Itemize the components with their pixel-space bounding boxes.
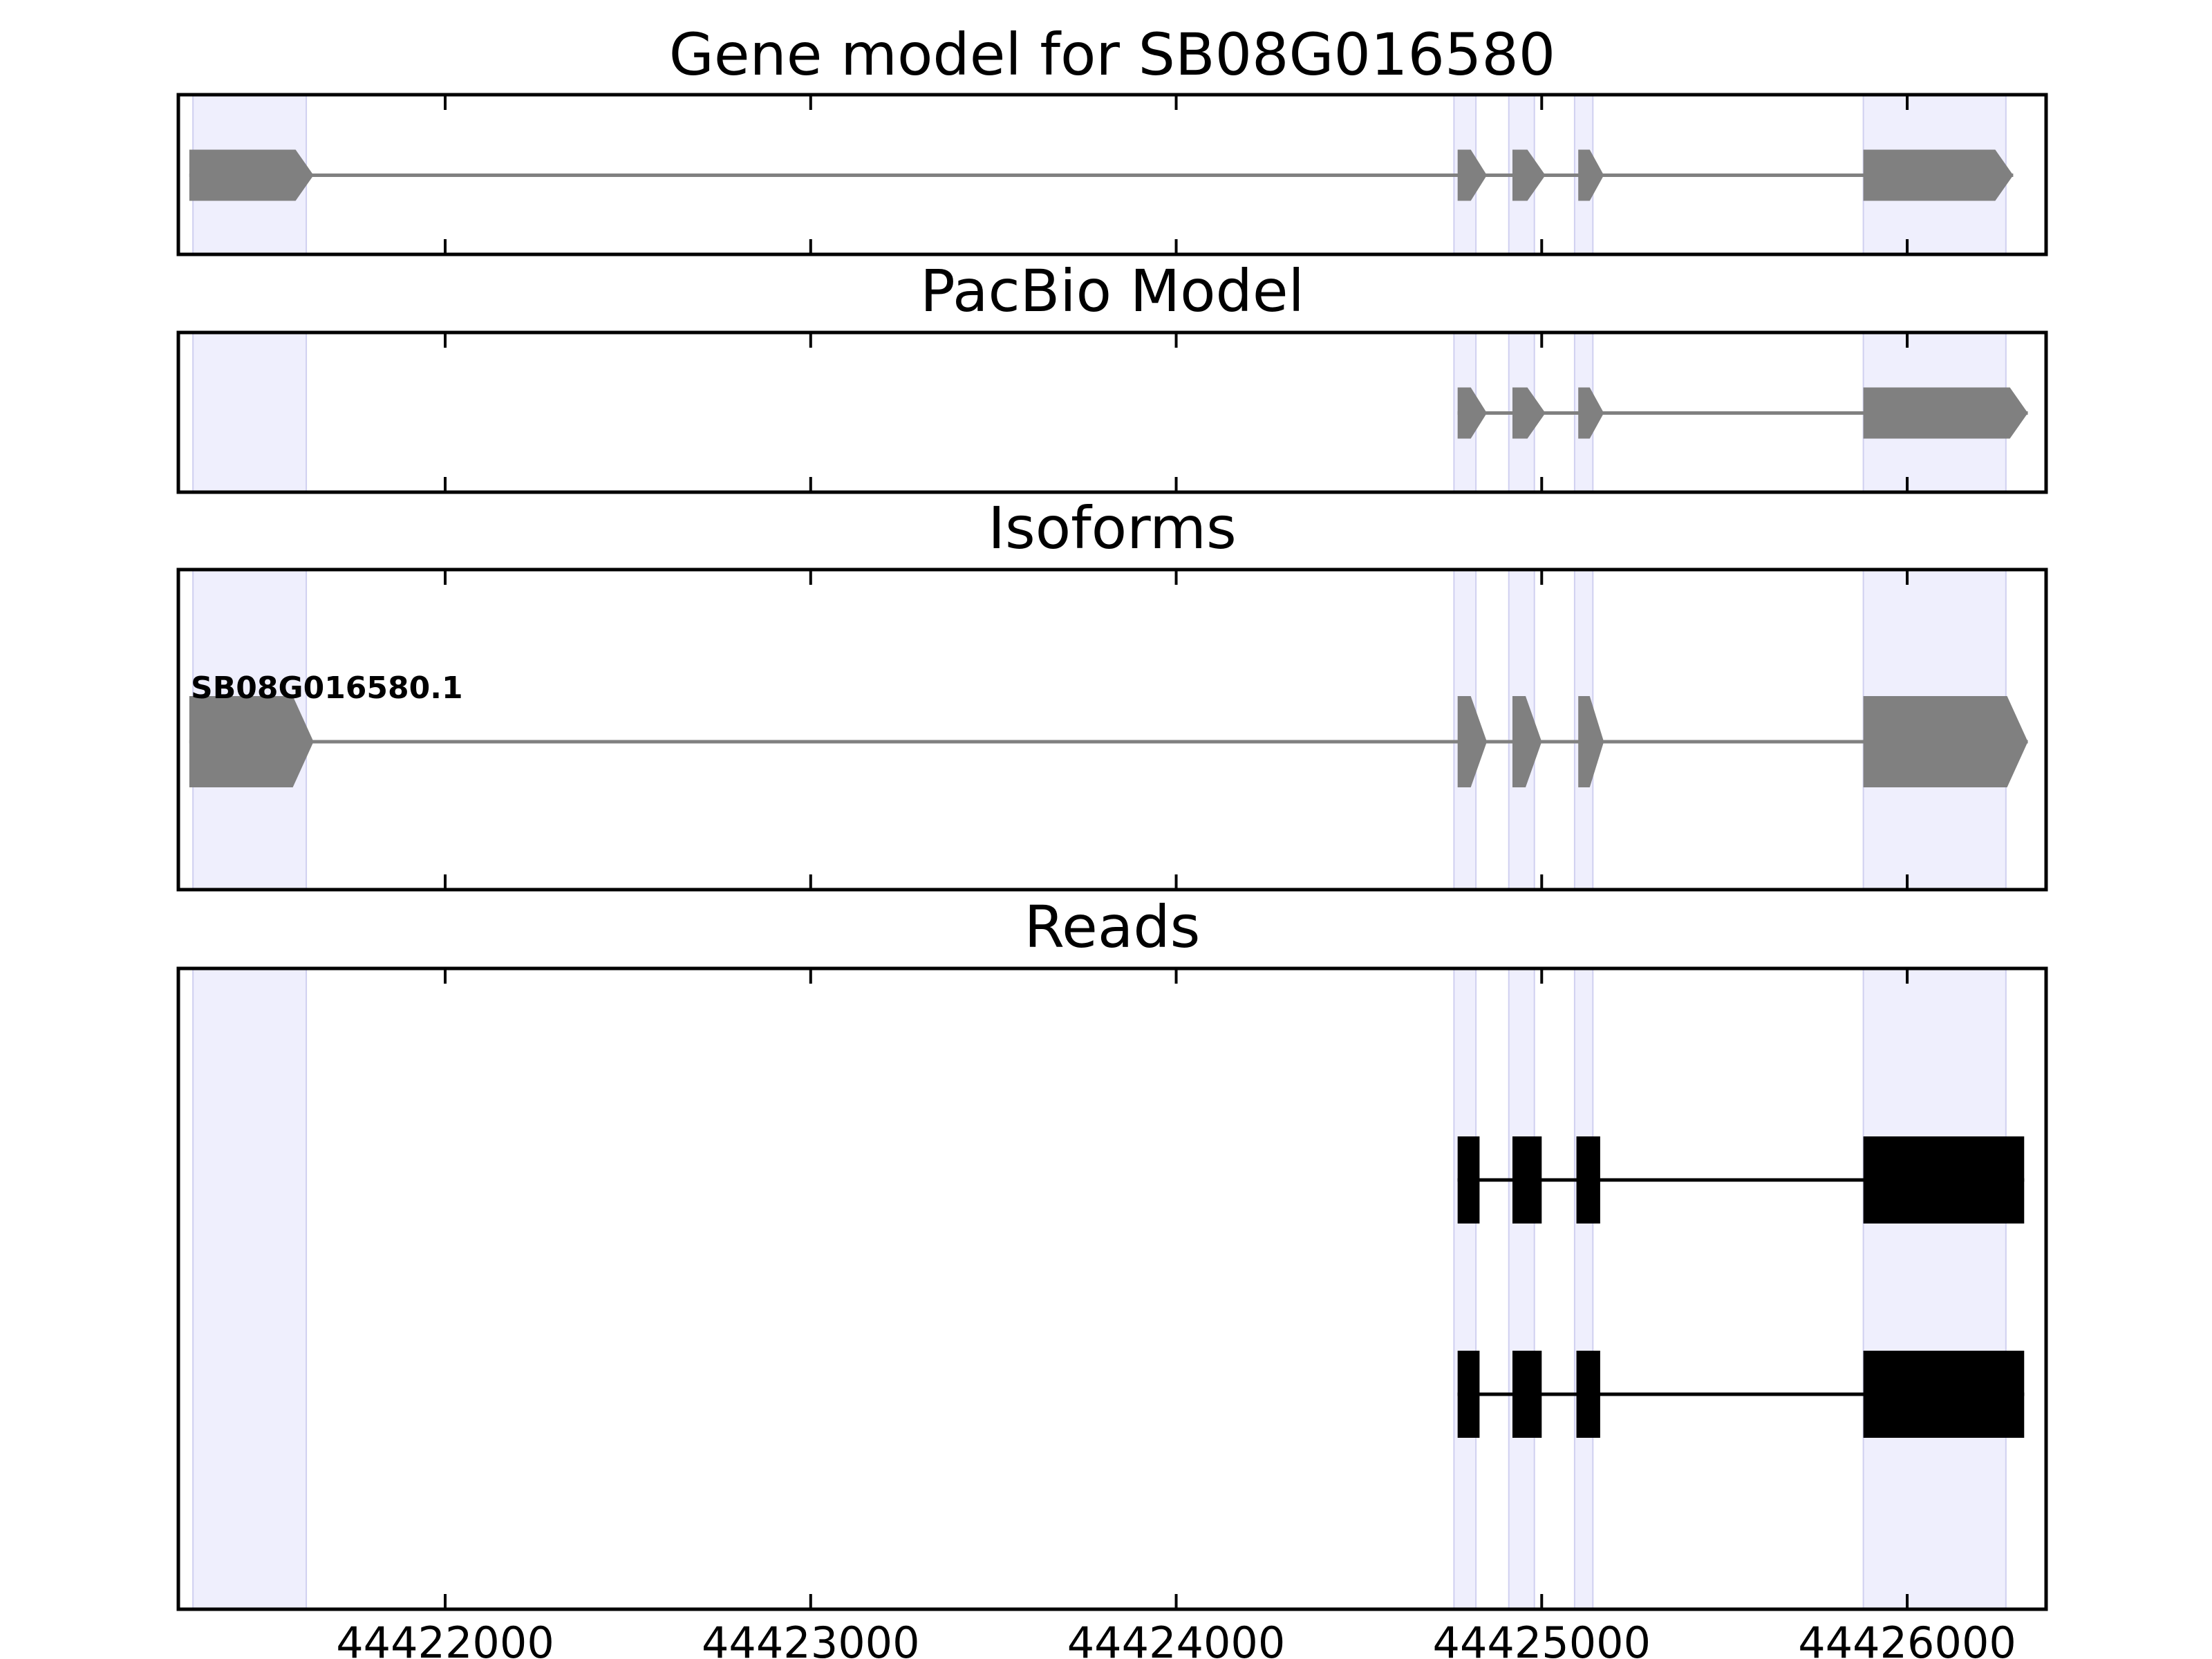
isoforms-track-1-exon-3 — [1512, 696, 1542, 787]
gene-model-panel-frame — [176, 93, 2048, 256]
pacbio-model-track-1-exon-4 — [1863, 387, 2028, 439]
pacbio-model-track-1-exon-3 — [1578, 387, 1604, 439]
gene-model-track-1-exon-4 — [1578, 149, 1604, 201]
reads-track-1-exon-1 — [1457, 1136, 1480, 1224]
isoforms-track-1-exon-1 — [189, 696, 314, 787]
gene-model-title: Gene model for SB08G016580 — [669, 21, 1555, 88]
x-tick-label-5: 44426000 — [1798, 1618, 2016, 1659]
isoforms-track-1-exon-4 — [1578, 696, 1604, 787]
x-tick-label-4: 44425000 — [1433, 1618, 1651, 1659]
reads-highlight-band-2 — [1454, 968, 1477, 1609]
isoforms-track-1-exon-2 — [1457, 696, 1487, 787]
isoforms-track-1-exon-5 — [1863, 696, 2028, 787]
reads-track-2-exon-4 — [1863, 1351, 2025, 1438]
reads-highlight-band-1 — [193, 968, 307, 1609]
gene-model-track-1-exon-1 — [189, 149, 314, 201]
pacbio-model-highlight-band-1 — [193, 332, 307, 492]
reads-track-2-exon-3 — [1576, 1351, 1600, 1438]
gene-marks-layer — [189, 149, 2028, 1438]
reads-panel-frame — [176, 966, 2048, 1611]
gene-model-track-1-exon-3 — [1512, 149, 1546, 201]
isoforms-isoform-label: SB08G016580.1 — [191, 671, 463, 706]
gene-model-track-1-exon-5 — [1863, 149, 2014, 201]
panel-frames-layer — [176, 93, 2048, 1611]
reads-highlight-band-5 — [1863, 968, 2006, 1609]
x-tick-label-2: 44423000 — [702, 1618, 920, 1659]
isoforms-panel-frame — [176, 568, 2048, 892]
pacbio-model-title: PacBio Model — [920, 257, 1304, 325]
reads-track-2-exon-2 — [1512, 1351, 1542, 1438]
x-tick-label-3: 44424000 — [1067, 1618, 1286, 1659]
pacbio-model-track-1-exon-2 — [1512, 387, 1546, 439]
reads-track-2-exon-1 — [1457, 1351, 1480, 1438]
pacbio-model-panel-frame — [176, 330, 2048, 494]
reads-track-1-exon-4 — [1863, 1136, 2025, 1224]
reads-title: Reads — [1024, 893, 1201, 961]
isoforms-title: Isoforms — [988, 494, 1237, 562]
text-layer: Gene model for SB08G016580 PacBio Model Is… — [191, 21, 2016, 1659]
reads-highlight-band-3 — [1508, 968, 1535, 1609]
x-tick-label-1: 44422000 — [336, 1618, 554, 1659]
pacbio-model-track-1-exon-1 — [1457, 387, 1487, 439]
reads-track-1-exon-3 — [1576, 1136, 1600, 1224]
gene-model-track-1-exon-2 — [1457, 149, 1487, 201]
reads-highlight-band-4 — [1574, 968, 1593, 1609]
reads-track-1-exon-2 — [1512, 1136, 1542, 1224]
